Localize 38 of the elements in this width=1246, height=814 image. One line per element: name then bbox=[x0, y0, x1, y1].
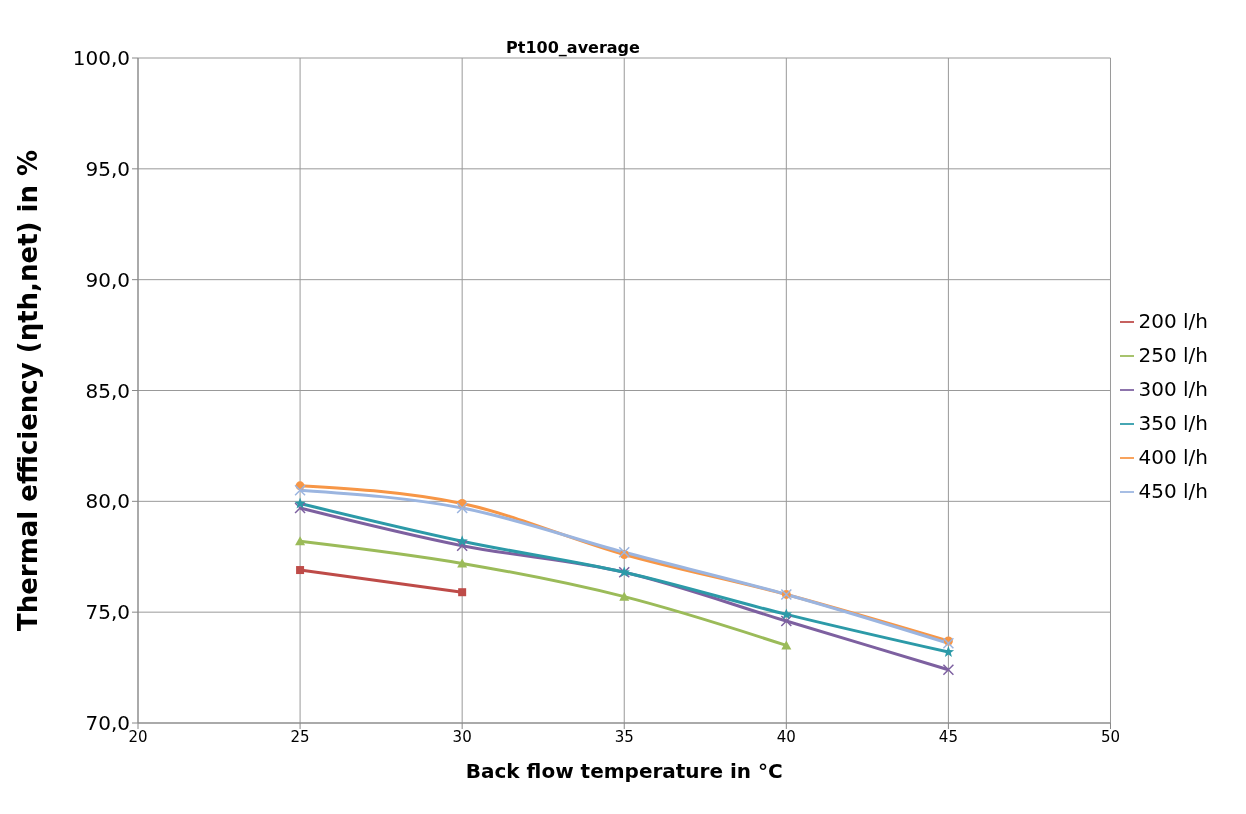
point bbox=[295, 536, 306, 546]
point bbox=[780, 615, 793, 627]
point bbox=[294, 484, 306, 496]
x-tick-label: 25 bbox=[290, 727, 310, 746]
legend-label: 450 l/h bbox=[1138, 478, 1208, 503]
legend-label: 400 l/h bbox=[1138, 444, 1208, 469]
y-tick-label: 85,0 bbox=[85, 378, 130, 403]
point bbox=[942, 664, 955, 676]
x-axis-title: Back flow temperature in °C bbox=[465, 759, 783, 783]
y-tick-label: 80,0 bbox=[85, 489, 130, 514]
y-tick-label: 100,0 bbox=[72, 46, 130, 71]
point bbox=[456, 535, 468, 547]
y-tick-label: 75,0 bbox=[85, 600, 130, 625]
point bbox=[294, 502, 306, 514]
x-tick-label: 30 bbox=[452, 727, 472, 746]
legend-label: 250 l/h bbox=[1138, 342, 1208, 367]
point bbox=[619, 591, 630, 601]
point bbox=[456, 539, 468, 552]
legend-label: 350 l/h bbox=[1138, 410, 1208, 435]
x-tick-label: 45 bbox=[938, 727, 958, 746]
point bbox=[456, 502, 468, 514]
x-tick-label: 50 bbox=[1100, 727, 1121, 746]
chart-title: Pt100_average bbox=[506, 38, 640, 57]
point bbox=[458, 588, 467, 597]
y-tick-label: 70,0 bbox=[85, 711, 130, 736]
point bbox=[618, 546, 630, 559]
point bbox=[294, 497, 306, 509]
point bbox=[296, 566, 305, 575]
y-axis-title: Thermal efficiency (ηth,net) in % bbox=[13, 149, 44, 632]
point bbox=[457, 558, 468, 568]
x-tick-label: 20 bbox=[128, 727, 148, 746]
point bbox=[781, 640, 792, 650]
x-tick-label: 40 bbox=[776, 727, 796, 746]
legend-label: 300 l/h bbox=[1138, 376, 1208, 401]
y-tick-label: 95,0 bbox=[85, 156, 130, 181]
x-tick-label: 35 bbox=[614, 727, 634, 746]
legend-label: 200 l/h bbox=[1138, 308, 1208, 333]
y-tick-label: 90,0 bbox=[85, 267, 130, 292]
